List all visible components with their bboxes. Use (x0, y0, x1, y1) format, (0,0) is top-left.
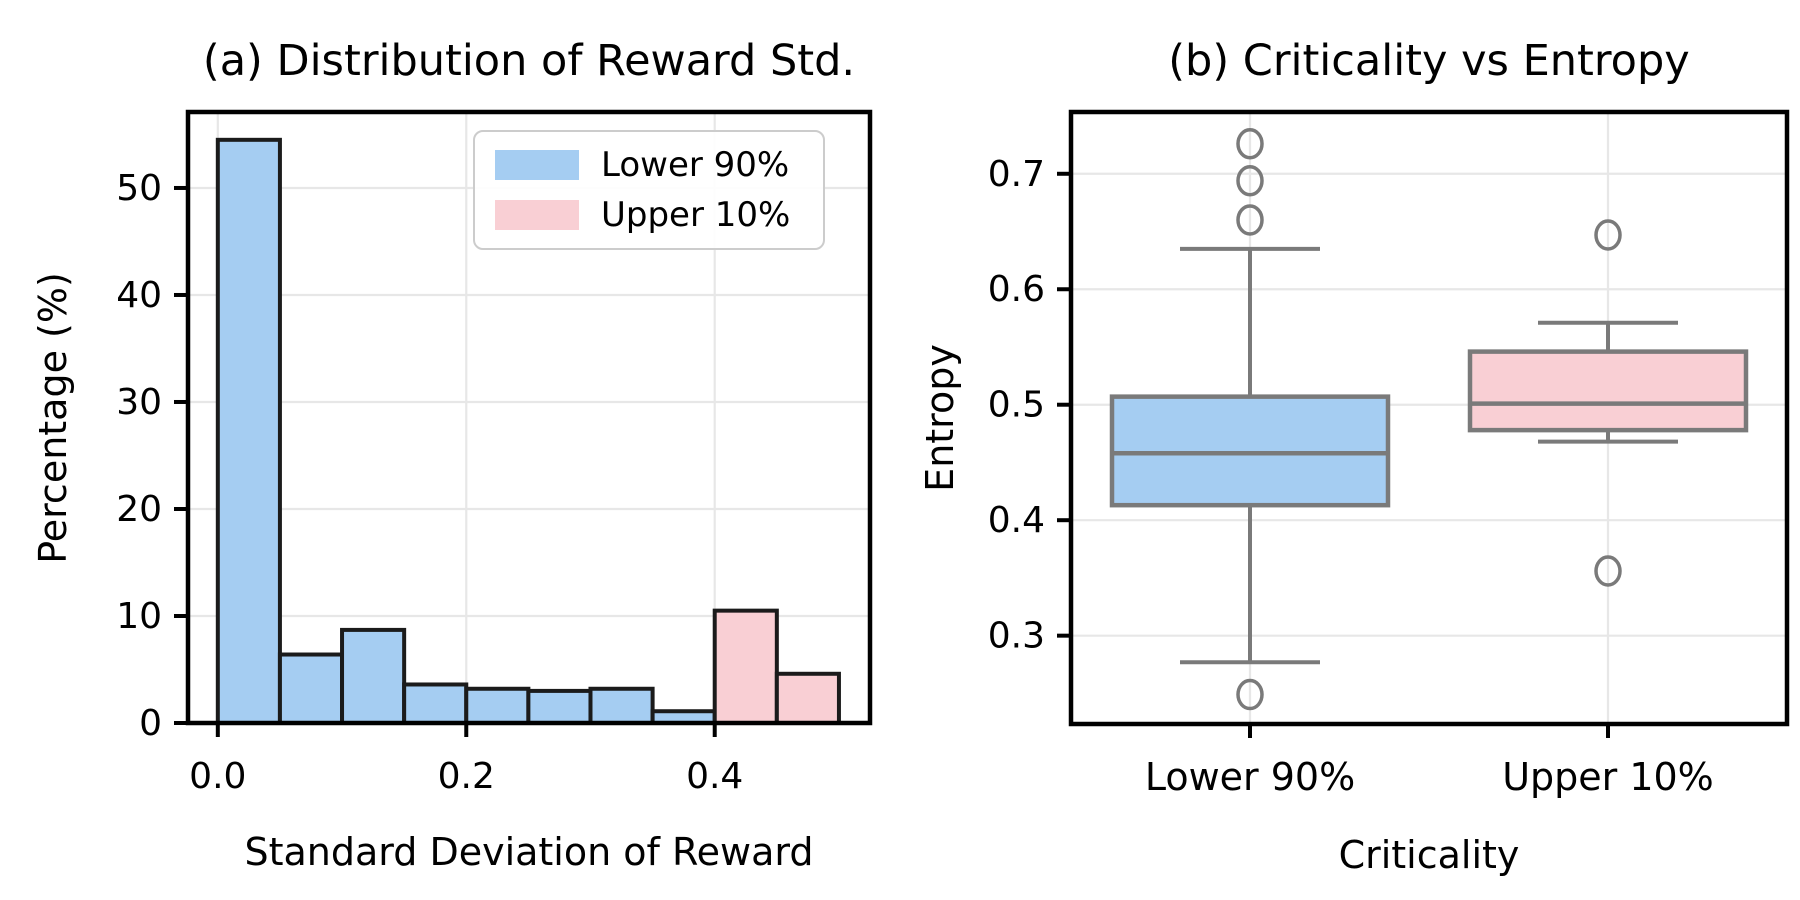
plot-a-xaxis-label: Standard Deviation of Reward (244, 830, 813, 874)
y-tick-label: 0.4 (988, 500, 1045, 541)
y-tick-label: 40 (116, 275, 162, 316)
y-tick-label: 0 (139, 703, 162, 744)
histogram-bar (402, 682, 469, 725)
histogram-bar (277, 652, 345, 726)
histogram-bar (588, 686, 655, 725)
histogram-bar (464, 686, 531, 725)
plot-b-title: (b) Criticality vs Entropy (1168, 36, 1689, 86)
histogram-bar (712, 608, 779, 725)
histogram-bar (340, 627, 407, 726)
plot-b-xaxis-label: Criticality (1339, 833, 1520, 877)
category-tick-label: Upper 10% (1502, 755, 1714, 799)
histogram-bar (526, 688, 593, 726)
outlier-point (1236, 204, 1264, 236)
plot-a-histogram-bars (215, 137, 841, 726)
histogram-bar (215, 137, 282, 726)
plot-a-spines (185, 109, 873, 726)
legend-row-upper10: Upper 10% (495, 198, 803, 232)
legend-swatch-lower90-icon (495, 150, 579, 180)
outlier-point (1236, 678, 1264, 711)
plot-b-axes: 0.3 0.4 0.5 0.6 0.7 Lower 90% Upper 10% (988, 109, 1790, 799)
outlier-point (1236, 164, 1264, 197)
y-tick-label: 50 (116, 168, 162, 209)
x-tick-label: 0.0 (189, 756, 246, 797)
plot-a-title: (a) Distribution of Reward Std. (203, 36, 855, 86)
plot-a-axes: 0 10 20 30 40 50 0.0 0.2 0.4 (116, 109, 873, 797)
plot-a-yaxis-label: Percentage (%) (31, 272, 75, 564)
legend-label-upper10: Upper 10% (601, 195, 791, 235)
y-tick-label: 0.5 (988, 385, 1045, 426)
legend-label-lower90: Lower 90% (601, 145, 790, 185)
box-iqr (1467, 349, 1749, 433)
y-tick-label: 0.7 (988, 154, 1045, 195)
category-tick-label: Lower 90% (1145, 755, 1355, 799)
histogram-bar (774, 671, 841, 726)
outlier-point (1594, 219, 1622, 251)
legend-row-lower90: Lower 90% (495, 148, 803, 182)
y-tick-label: 10 (116, 596, 162, 637)
plot-b-spines (1068, 109, 1790, 727)
y-tick-label: 20 (116, 489, 162, 530)
box-iqr (1109, 394, 1391, 508)
x-tick-label: 0.2 (438, 756, 495, 797)
x-tick-label: 0.4 (686, 756, 743, 797)
plot-b-yaxis-label: Entropy (918, 344, 962, 492)
outlier-point (1236, 128, 1264, 160)
y-tick-label: 0.3 (988, 616, 1045, 657)
outlier-point (1594, 555, 1622, 587)
legend-box: Lower 90% Upper 10% (473, 130, 825, 250)
plot-b-boxplots (1109, 128, 1749, 711)
y-tick-label: 30 (116, 382, 162, 423)
legend-swatch-upper10-icon (495, 200, 579, 230)
y-tick-label: 0.6 (988, 269, 1045, 310)
